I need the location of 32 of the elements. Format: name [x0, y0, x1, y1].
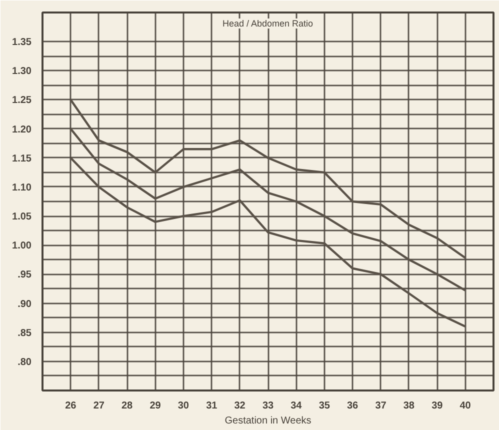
x-tick-label: 40 [460, 400, 472, 412]
x-tick-label: 26 [65, 400, 77, 412]
y-tick-label: 1.15 [12, 153, 32, 164]
x-axis-title: Gestation in Weeks [224, 416, 312, 426]
y-tick-label: .90 [18, 298, 32, 310]
text: Head / Abdomen Ratio [222, 18, 314, 28]
y-tick-label: .95 [18, 270, 32, 281]
line-series [70, 98, 466, 260]
y-tick-label: 1.20 [12, 124, 32, 136]
y-tick-label: .80 [18, 356, 32, 368]
y-tick-label: 1.25 [12, 95, 32, 106]
y-tick-label: 1.10 [12, 182, 32, 194]
x-tick-label: 30 [178, 400, 190, 412]
x-tick-label: 35 [318, 400, 330, 412]
x-tick-label: 27 [93, 400, 105, 412]
y-tick-label: 1.00 [12, 240, 32, 252]
line-series [70, 128, 466, 292]
y-tick-label: .85 [18, 328, 32, 339]
x-tick-label: 36 [347, 400, 359, 412]
x-tick-label: 32 [234, 400, 246, 412]
x-tick-label: 37 [375, 400, 387, 412]
line-series [70, 156, 466, 328]
y-tick-label: 1.35 [12, 37, 32, 48]
x-tick-label: 29 [150, 400, 162, 412]
y-tick-label: 1.05 [12, 212, 32, 223]
x-tick-label: 28 [122, 400, 134, 412]
y-tick-label: 1.30 [12, 66, 32, 78]
x-tick-label: 31 [206, 400, 218, 412]
x-tick-label: 33 [262, 400, 274, 412]
x-tick-label: 38 [403, 400, 415, 412]
x-tick-label: 39 [432, 400, 444, 412]
x-tick-label: 34 [290, 400, 302, 412]
